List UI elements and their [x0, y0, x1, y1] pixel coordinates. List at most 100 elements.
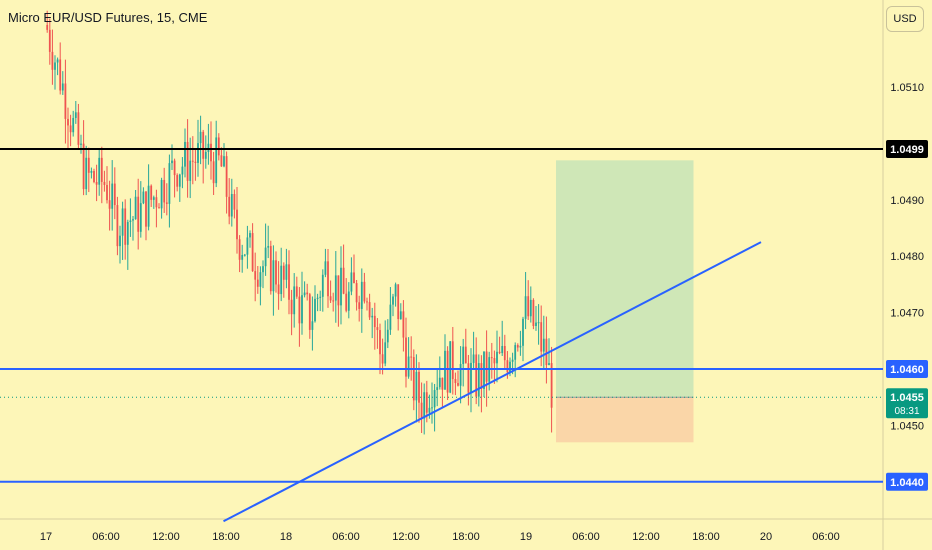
candle-body	[498, 351, 501, 354]
candle-body	[392, 296, 394, 305]
candles-group	[46, 10, 553, 435]
candle-body	[472, 354, 475, 363]
candle-body	[246, 237, 249, 255]
candle-body	[145, 191, 147, 227]
candle-body	[402, 311, 405, 338]
candle-body	[277, 284, 280, 295]
y-tick-label: 1.0480	[890, 251, 924, 263]
x-tick-label: 17	[40, 531, 52, 543]
candle-body	[537, 322, 540, 324]
candle-body	[288, 264, 290, 300]
candle-body	[480, 363, 483, 389]
candle-body	[64, 83, 67, 119]
candle-body	[152, 197, 155, 200]
candle-body	[98, 157, 101, 185]
candle-body	[399, 311, 402, 320]
candle-body	[194, 161, 197, 163]
trendline	[223, 241, 762, 523]
candle-body	[540, 322, 543, 352]
candle-body	[113, 183, 116, 206]
candle-body	[545, 338, 548, 366]
candle-body	[210, 143, 212, 162]
candle-body	[550, 363, 553, 408]
candle-body	[108, 200, 111, 209]
price-tag-label: 1.0440	[890, 477, 924, 489]
candle-body	[207, 143, 210, 152]
candle-body	[470, 362, 472, 393]
candle-body	[514, 345, 517, 360]
candle-body	[48, 29, 51, 52]
candle-body	[241, 255, 244, 260]
candle-body	[353, 272, 355, 284]
candle-body	[490, 357, 493, 359]
candle-body	[464, 346, 467, 364]
candle-body	[249, 233, 251, 238]
candle-body	[290, 299, 293, 315]
candle-body	[381, 354, 384, 364]
candle-body	[262, 266, 264, 273]
candle-body	[202, 131, 205, 159]
candle-body	[160, 179, 163, 209]
candle-body	[532, 299, 535, 326]
candle-body	[199, 131, 202, 144]
price-tag	[886, 472, 928, 491]
candle-body	[282, 265, 285, 280]
candle-body	[163, 179, 166, 203]
x-tick-label: 19	[520, 531, 532, 543]
candle-body	[181, 166, 184, 175]
candle-body	[191, 160, 194, 162]
candle-body	[280, 265, 283, 295]
candle-body	[119, 235, 121, 247]
candle-body	[256, 279, 259, 287]
candle-body	[454, 379, 457, 384]
candle-body	[61, 83, 64, 91]
candle-body	[306, 292, 309, 295]
candle-body	[324, 261, 327, 275]
candle-body	[176, 175, 179, 187]
candle-body	[462, 346, 465, 365]
candle-body	[82, 143, 85, 190]
candle-body	[368, 302, 371, 318]
candle-body	[321, 274, 324, 297]
candle-body	[511, 359, 514, 362]
candle-body	[93, 171, 95, 183]
candle-body	[147, 185, 150, 227]
candle-body	[173, 160, 176, 176]
candle-body	[415, 371, 418, 401]
candle-body	[106, 184, 108, 201]
candle-body	[184, 141, 186, 167]
candle-body	[150, 185, 153, 200]
x-tick-label: 18:00	[212, 531, 240, 543]
y-tick-label: 1.0470	[890, 308, 924, 320]
current-price-tag	[886, 388, 928, 419]
candle-body	[275, 260, 277, 285]
candle-body	[314, 298, 316, 322]
x-tick-label: 12:00	[632, 531, 660, 543]
candle-body	[212, 161, 215, 184]
candle-body	[303, 292, 306, 296]
candle-body	[254, 271, 257, 280]
candle-body	[215, 137, 218, 184]
price-tag	[886, 360, 928, 378]
candle-body	[524, 296, 527, 319]
candle-body	[272, 260, 275, 292]
candle-body	[121, 208, 124, 236]
currency-button[interactable]: USD	[886, 6, 924, 32]
candle-body	[522, 318, 524, 346]
candle-body	[397, 284, 400, 320]
candle-body	[111, 183, 114, 209]
candle-body	[444, 350, 446, 390]
candle-body	[74, 112, 77, 118]
candle-body	[67, 118, 69, 126]
candle-body	[477, 363, 480, 397]
candle-body	[155, 197, 158, 208]
target-zone	[556, 160, 694, 398]
candle-body	[438, 377, 441, 388]
candle-body	[516, 345, 519, 348]
candle-body	[329, 296, 332, 301]
candle-body	[360, 281, 363, 309]
candle-body	[59, 59, 62, 91]
candle-body	[503, 345, 506, 361]
candle-body	[267, 246, 270, 248]
